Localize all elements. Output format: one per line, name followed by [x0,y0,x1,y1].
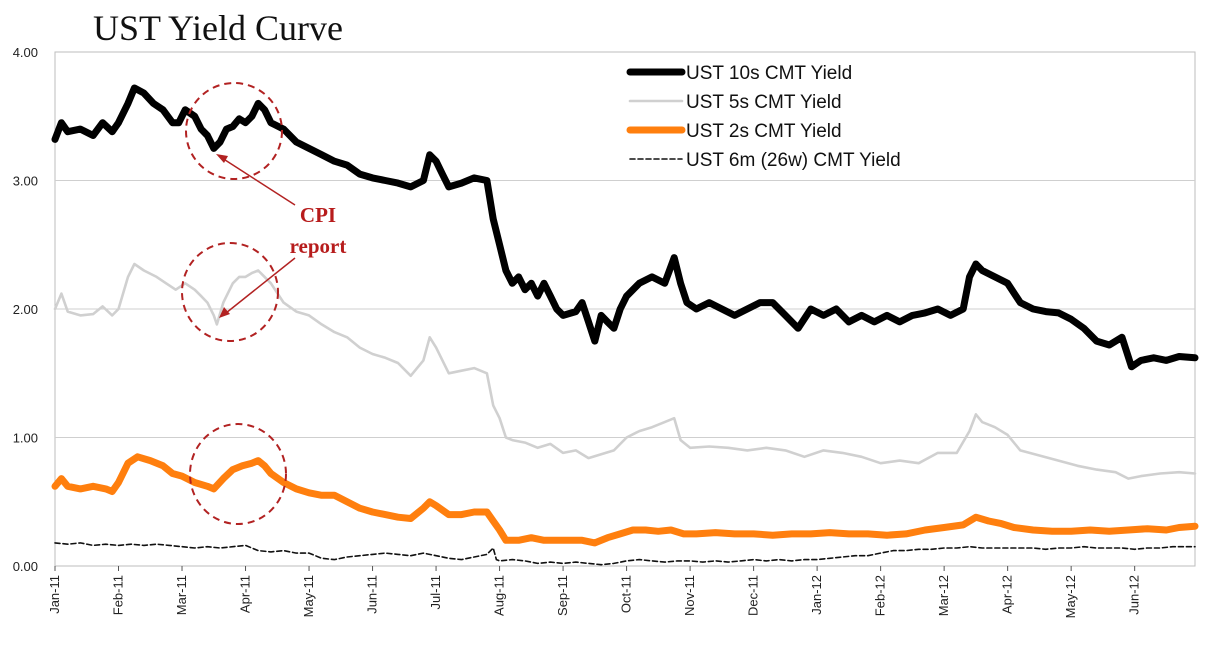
x-tick-label: Nov-11 [682,575,697,616]
x-tick-label: Jul-11 [428,575,443,609]
x-axis-ticks: Jan-11 Feb-11 Mar-11 Apr-11 May-11 Jun-11 Jul-… [47,566,1142,618]
x-tick-label: Aug-11 [492,575,507,616]
annotation-arrow-10s [221,157,296,206]
annotation-circle-2s [189,423,287,525]
x-tick-label: Oct-11 [619,575,634,613]
y-tick-label: 3.00 [13,174,38,189]
x-tick-label: May-11 [301,575,316,617]
legend-label-3: UST 6m (26w) CMT Yield [686,150,901,171]
x-tick-label: Jun-12 [1127,575,1142,615]
series-line-0 [51,84,1199,371]
x-tick-label: Jan-11 [47,575,62,614]
x-tick-label: Mar-12 [936,575,951,616]
y-tick-label: 4.00 [13,45,38,60]
cpi-annotation: CPI report [181,82,347,525]
x-tick-label: Mar-11 [174,575,189,615]
x-tick-label: Apr-12 [1000,575,1015,614]
series-line-3 [54,542,1196,566]
annotation-circle-10s [185,82,283,180]
x-tick-label: Jun-11 [365,575,380,614]
y-tick-label: 0.00 [13,559,38,574]
gridlines [55,180,1195,438]
x-tick-label: Dec-11 [746,575,761,616]
x-tick-label: Feb-11 [111,575,126,615]
y-tick-label: 2.00 [13,302,38,317]
x-tick-label: Feb-12 [873,575,888,616]
annotation-arrowhead-5s [219,307,230,318]
x-tick-label: Apr-11 [238,575,253,613]
annotation-arrowhead-10s [216,154,228,163]
series-line-1 [53,262,1197,480]
x-tick-label: May-12 [1063,575,1078,618]
x-tick-label: Sep-11 [555,575,570,616]
annotation-circle-5s [181,242,279,342]
chart-title: UST Yield Curve [93,8,343,48]
y-tick-label: 1.00 [13,431,38,446]
legend-label-1: UST 5s CMT Yield [686,92,842,113]
annotation-arrow-5s [225,257,296,314]
legend-label-0: UST 10s CMT Yield [686,63,852,84]
annotation-label-line2: report [290,234,347,258]
series-lines [51,84,1199,566]
x-tick-label: Jan-12 [809,575,824,615]
annotation-label-line1: CPI [300,203,336,227]
series-line-2 [51,453,1199,547]
legend-label-2: UST 2s CMT Yield [686,121,842,142]
y-axis-ticks: 0.00 1.00 2.00 3.00 4.00 [13,45,38,574]
legend: UST 10s CMT Yield UST 5s CMT Yield UST 2s … [626,63,901,171]
